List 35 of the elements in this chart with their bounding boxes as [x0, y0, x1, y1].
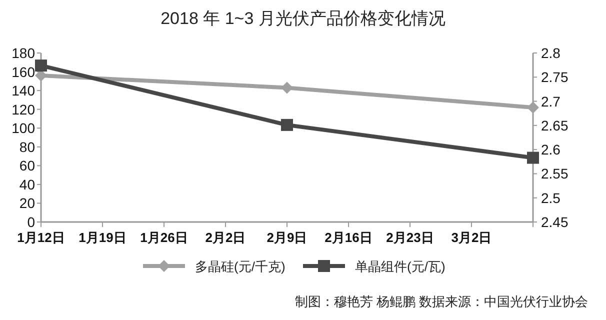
x-tick-label: 2月23日	[386, 230, 434, 245]
y-tick-label: 40	[19, 176, 36, 192]
x-tick-label: 1月12日	[17, 230, 65, 245]
point	[527, 152, 539, 164]
point	[35, 60, 47, 72]
x-tick-label: 1月19日	[78, 230, 126, 245]
y-tick-label: 80	[19, 138, 36, 155]
y-tick-label: 140	[12, 82, 36, 99]
y-tick-label: 100	[12, 120, 36, 136]
y2-tick-label: 2.75	[541, 69, 568, 86]
chart-title: 2018 年 1~3 月光伏产品价格变化情况	[160, 9, 446, 28]
x-tick-label: 1月26日	[140, 230, 188, 245]
y2-tick-label: 2.65	[541, 117, 568, 134]
y2-tick-label: 2.6	[541, 142, 561, 158]
y2-tick-label: 2.5	[541, 190, 561, 206]
x-tick-label: 2月2日	[205, 230, 246, 245]
y-tick-label: 0	[27, 214, 36, 230]
point	[281, 82, 293, 94]
y-tick-label: 180	[12, 45, 36, 61]
x-tick-label: 3月2日	[451, 230, 492, 245]
point	[527, 101, 539, 114]
y2-tick-label: 2.8	[541, 45, 561, 61]
point	[281, 118, 293, 131]
legend-label: 多晶硅(元/千克)	[195, 259, 286, 274]
x-tick-label: 2月9日	[266, 230, 308, 245]
x-tick-label: 2月16日	[324, 230, 372, 245]
y-tick-label: 160	[12, 64, 36, 80]
y2-tick-label: 2.7	[541, 93, 561, 110]
y-tick-label: 120	[12, 101, 36, 118]
y2-tick-label: 2.55	[541, 166, 568, 182]
y-tick-label: 60	[19, 158, 36, 174]
y-tick-label: 20	[19, 195, 36, 212]
text: 制图：穆艳芳 杨鲲鹏 数据来源：中国光伏行业协会	[294, 294, 588, 309]
legend-label: 单晶组件(元/瓦)	[355, 259, 446, 274]
y2-tick-label: 2.45	[541, 214, 568, 230]
